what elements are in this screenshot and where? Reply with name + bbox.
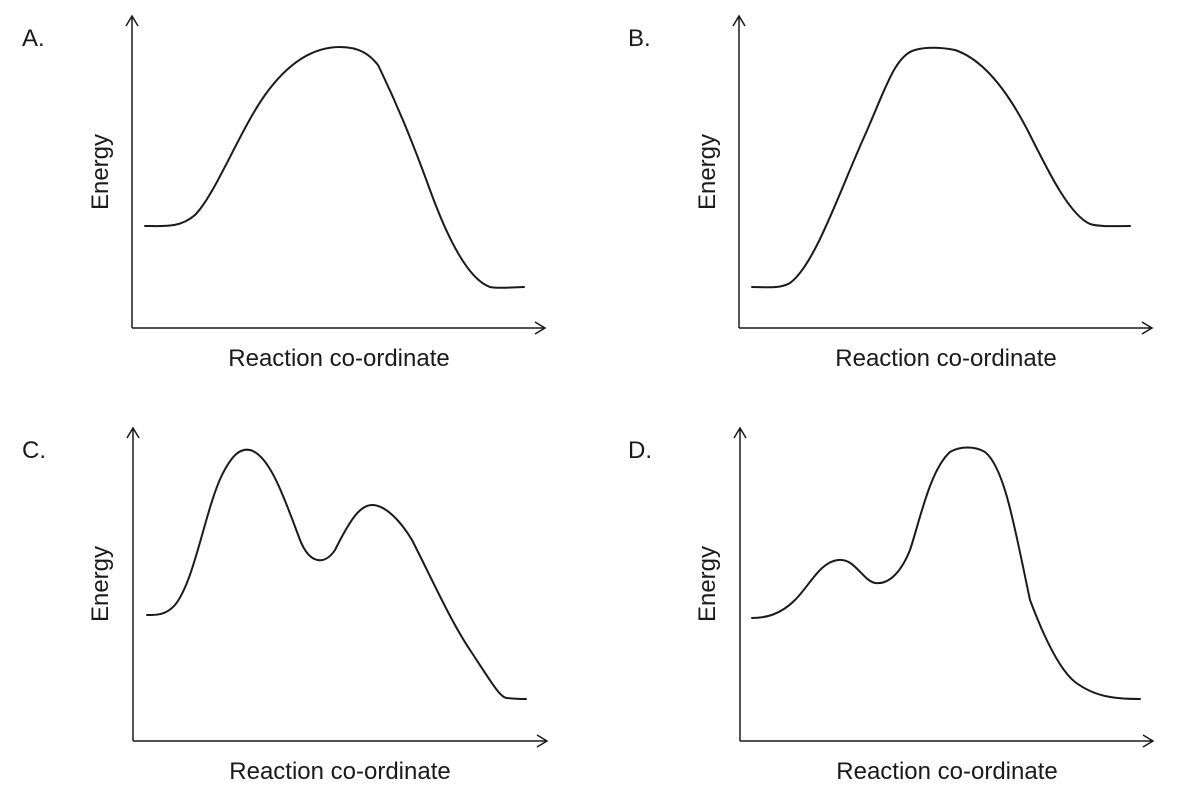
panel-a-x-label: Reaction co-ordinate [228, 345, 449, 372]
panel-d: D. Energy Reaction co-ordinate [628, 426, 1155, 785]
panel-d-x-axis [740, 734, 1155, 748]
panel-d-x-label: Reaction co-ordinate [836, 758, 1057, 785]
panel-c-x-label: Reaction co-ordinate [229, 758, 450, 785]
panel-c-y-axis [126, 426, 140, 741]
panel-c-letter: C. [22, 437, 46, 464]
panel-d-letter: D. [628, 437, 652, 464]
panel-a: A. Energy Reaction co-ordinate [22, 14, 547, 372]
panel-b-letter: B. [628, 25, 651, 52]
panel-a-y-label: Energy [87, 134, 114, 210]
panel-c-x-axis [133, 734, 549, 748]
panel-b-x-axis [739, 321, 1154, 335]
panel-b: B. Energy Reaction co-ordinate [628, 14, 1154, 372]
panel-d-y-label: Energy [694, 546, 721, 622]
panel-b-y-label: Energy [694, 134, 721, 210]
panel-d-y-axis [733, 426, 747, 741]
panel-a-x-axis [132, 321, 547, 335]
panel-b-x-label: Reaction co-ordinate [835, 345, 1056, 372]
panel-a-y-axis [125, 14, 139, 328]
panel-b-y-axis [732, 14, 746, 328]
panel-a-energy-curve [144, 46, 525, 289]
panel-c-energy-curve [146, 448, 527, 700]
panel-c: C. Energy Reaction co-ordinate [22, 426, 549, 785]
panel-c-y-label: Energy [87, 546, 114, 622]
panel-d-energy-curve [751, 446, 1141, 700]
panel-a-letter: A. [22, 25, 45, 52]
panel-b-energy-curve [751, 46, 1131, 289]
